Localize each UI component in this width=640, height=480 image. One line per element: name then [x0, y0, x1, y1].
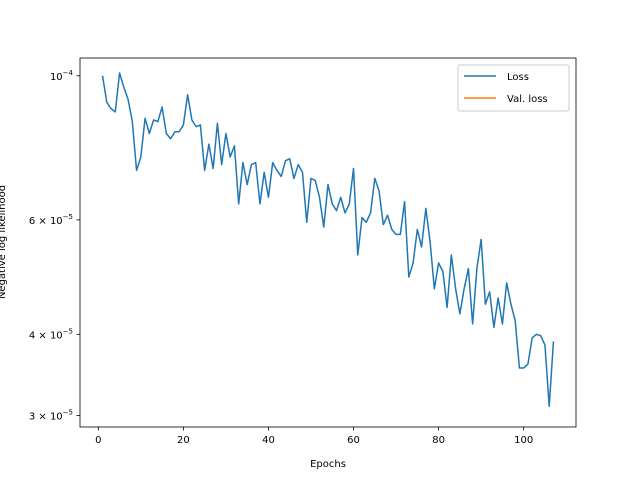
x-tick-label: 20	[177, 435, 190, 446]
y-tick-label-exponent: −4	[63, 69, 74, 77]
y-tick-label-base: 10	[50, 72, 63, 83]
y-tick-label: 4 × 10−5	[29, 327, 73, 341]
plot-area	[79, 57, 577, 428]
y-tick-label: 6 × 10−5	[29, 213, 73, 227]
y-tick-label-exponent: −5	[63, 213, 73, 221]
y-tick-label: 3 × 10−5	[29, 408, 73, 422]
series-layer	[101, 72, 555, 407]
y-tick-label-base: 6 × 10	[29, 216, 63, 227]
legend-label-1: Val. loss	[507, 94, 548, 105]
y-tick-label-exponent: −5	[63, 327, 73, 335]
y-tick-label-base: 3 × 10	[29, 411, 63, 422]
x-axis-label: Epochs	[310, 459, 346, 470]
legend: Loss Val. loss	[457, 64, 570, 112]
y-tick-label-base: 4 × 10	[29, 330, 63, 341]
x-tick-label: 40	[262, 435, 275, 446]
y-tick-label: 10−4	[50, 69, 74, 83]
x-tick-label: 80	[432, 435, 445, 446]
x-tick-label: 0	[95, 435, 101, 446]
y-ticks: 10−46 × 10−54 × 10−53 × 10−5	[29, 69, 80, 422]
x-ticks: 0 20 40 60 80 100	[95, 427, 533, 446]
x-tick-label: 100	[514, 435, 533, 446]
y-axis-label: Negative log likelihood	[0, 185, 8, 299]
series-line-0	[101, 72, 555, 407]
y-tick-label-exponent: −5	[63, 408, 73, 416]
x-tick-label: 60	[347, 435, 360, 446]
legend-label-0: Loss	[507, 72, 529, 83]
